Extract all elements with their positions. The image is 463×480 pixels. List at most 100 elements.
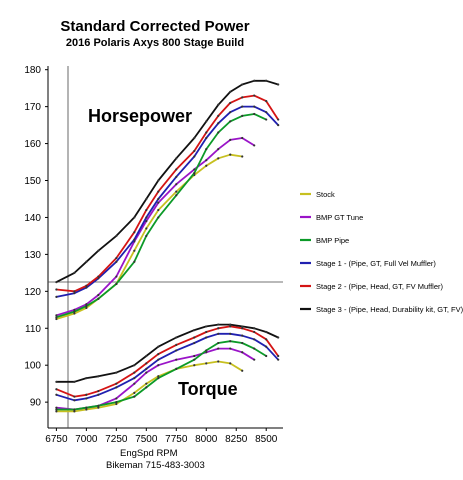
torque-point	[253, 347, 256, 350]
torque-point	[265, 345, 268, 348]
torque-point	[97, 406, 100, 409]
torque-point	[175, 349, 178, 352]
horsepower-point	[85, 306, 88, 310]
torque-point	[73, 395, 76, 398]
horsepower-point	[85, 286, 88, 289]
torque-point	[175, 336, 178, 339]
horsepower-point	[229, 101, 232, 105]
torque-point	[85, 377, 88, 380]
torque-point	[157, 377, 160, 380]
torque-point	[217, 332, 220, 335]
torque-point	[73, 380, 76, 383]
legend-label-bmp_gt_tune: BMP GT Tune	[316, 213, 363, 222]
torque-point	[277, 358, 280, 361]
torque-point	[229, 340, 232, 343]
torque-point	[55, 380, 58, 383]
torque-point	[253, 327, 256, 330]
torque-point	[85, 408, 88, 411]
horsepower-point	[193, 172, 196, 175]
y-tick-label: 120	[24, 287, 41, 298]
horsepower-point	[277, 124, 280, 127]
torque-point	[133, 395, 136, 398]
horsepower-point	[175, 194, 178, 197]
horsepower-point	[133, 231, 136, 234]
horsepower-point	[55, 317, 58, 321]
horsepower-point	[133, 216, 136, 219]
torque-point	[277, 354, 280, 358]
torque-point	[217, 360, 220, 363]
torque-point	[133, 382, 136, 385]
torque-point	[193, 354, 196, 358]
torque-point	[85, 393, 88, 396]
torque-point	[55, 388, 58, 391]
torque-point	[145, 382, 148, 385]
torque-point	[253, 330, 256, 334]
torque-point	[265, 354, 268, 358]
torque-point	[175, 343, 178, 346]
horsepower-point	[205, 131, 208, 134]
torque-point	[73, 399, 76, 402]
torque-point	[115, 371, 118, 374]
torque-point	[205, 362, 208, 365]
x-tick-label: 7750	[165, 434, 188, 445]
torque-point	[217, 327, 220, 330]
torque-point	[205, 325, 208, 328]
torque-point	[205, 349, 208, 352]
horsepower-point	[229, 153, 232, 156]
torque-point	[175, 367, 178, 370]
torque-point	[133, 391, 136, 395]
torque-annotation: Torque	[178, 379, 238, 399]
horsepower-point	[145, 197, 148, 201]
torque-point	[193, 336, 196, 339]
torque-point	[55, 393, 58, 396]
torque-point	[217, 347, 220, 350]
horsepower-point	[265, 111, 268, 114]
torque-point	[55, 406, 58, 409]
horsepower-point	[145, 208, 148, 212]
legend: Stock BMP GT Tune BMP Pipe Stage 1 - (Pipe,…	[300, 190, 463, 314]
horsepower-point	[55, 316, 58, 319]
horsepower-point	[85, 260, 88, 263]
torque-point	[241, 351, 244, 354]
y-tick-label: 100	[24, 361, 41, 372]
horsepower-point	[205, 159, 208, 162]
horsepower-point	[241, 105, 244, 108]
x-tick-label: 8250	[225, 434, 248, 445]
horsepower-point	[85, 284, 88, 287]
torque-point	[97, 389, 100, 393]
horsepower-point	[85, 305, 88, 308]
torque-point	[265, 330, 268, 334]
horsepower-point	[241, 96, 244, 99]
y-tick-label: 140	[24, 213, 41, 224]
y-tick-label: 90	[30, 398, 42, 409]
horsepower-point	[205, 164, 208, 167]
chart-subtitle: 2016 Polaris Axys 800 Stage Build	[65, 37, 245, 49]
footer-credit: Bikeman 715-483-3003	[106, 460, 205, 471]
torque-point	[205, 330, 208, 334]
legend-label-stage1: Stage 1 - (Pipe, GT, Full Vel Muffler)	[316, 259, 436, 268]
torque-point	[229, 323, 232, 326]
torque-point	[145, 362, 148, 365]
horsepower-point	[277, 83, 280, 86]
horsepower-point	[175, 168, 178, 171]
horsepower-point	[241, 155, 244, 158]
torque-point	[97, 375, 100, 378]
torque-line-stock	[56, 360, 243, 413]
horsepower-point	[217, 131, 220, 134]
torque-point	[97, 393, 100, 396]
horsepower-point	[229, 120, 232, 123]
torque-point	[241, 325, 244, 328]
torque-point	[229, 347, 232, 350]
horsepower-point	[205, 120, 208, 123]
y-tick-label: 130	[24, 250, 41, 261]
horsepower-point	[157, 216, 160, 219]
horsepower-point	[265, 118, 268, 121]
torque-point	[241, 369, 244, 372]
torque-point	[97, 404, 100, 407]
horsepower-point	[73, 308, 76, 311]
x-tick-label: 7000	[75, 434, 98, 445]
torque-point	[265, 338, 268, 341]
horsepower-point	[175, 183, 178, 186]
horsepower-point	[133, 249, 136, 252]
legend-label-stage2: Stage 2 - (Pipe, Head, GT, FV Muffler)	[316, 282, 443, 291]
